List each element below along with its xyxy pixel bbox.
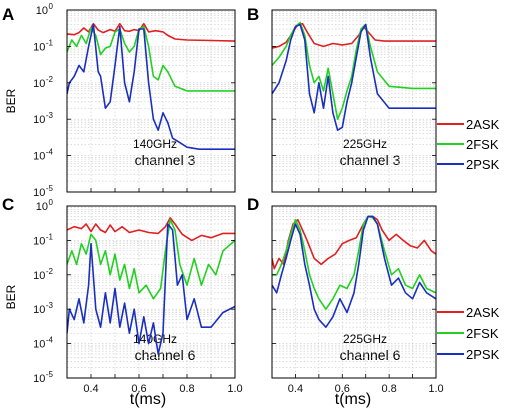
series-line-2ask bbox=[67, 22, 235, 42]
legend-label-2fsk: 2FSK bbox=[466, 326, 499, 341]
y-tick-label: 10-2 bbox=[33, 75, 53, 90]
y-axis-title-bottom: BER bbox=[4, 284, 18, 309]
y-tick-label: 100 bbox=[36, 198, 54, 213]
panel-a: 10-5 10-4 10-3 10-2 10-1 100 bbox=[33, 2, 236, 199]
plot-frame bbox=[66, 205, 236, 379]
y-tick-label: 10-5 bbox=[33, 184, 53, 199]
x-tick-label: 0.4 bbox=[83, 383, 98, 395]
x-tick-label: 0.6 bbox=[131, 383, 146, 395]
annotation-freq-c: 140GHz bbox=[133, 332, 177, 346]
panel-d: 0.4 0.6 0.8 1.0 bbox=[271, 205, 444, 395]
series-group bbox=[67, 217, 235, 355]
panel-b bbox=[271, 9, 437, 193]
legend-label-2psk: 2PSK bbox=[466, 157, 500, 172]
legend-label-2psk: 2PSK bbox=[466, 347, 500, 362]
y-tick-label: 100 bbox=[36, 2, 54, 17]
annotation-channel-a: channel 3 bbox=[135, 152, 196, 168]
y-tick-label: 10-1 bbox=[33, 38, 53, 53]
series-line-2fsk bbox=[272, 215, 436, 311]
series-line-2psk bbox=[67, 223, 235, 355]
annotation-channel-c: channel 6 bbox=[135, 347, 196, 363]
annotation-freq-b: 225GHz bbox=[343, 137, 387, 151]
plot-frame bbox=[271, 205, 437, 379]
x-axis-title-right: t(ms) bbox=[335, 391, 371, 408]
series-line-2fsk bbox=[67, 25, 235, 92]
y-tick-label: 10-4 bbox=[33, 336, 53, 351]
panel-letter-d: D bbox=[247, 195, 259, 214]
legend-bottom: 2ASK 2FSK 2PSK bbox=[437, 305, 500, 362]
legend-top: 2ASK 2FSK 2PSK bbox=[437, 117, 500, 172]
annotation-freq-a: 140GHz bbox=[133, 137, 177, 151]
panel-letter-a: A bbox=[2, 5, 14, 24]
x-tick-label: 0.8 bbox=[381, 383, 396, 395]
x-tick-label: 0.6 bbox=[335, 383, 350, 395]
legend-label-2ask: 2ASK bbox=[466, 117, 500, 132]
series-line-2psk bbox=[272, 215, 436, 329]
series-line-2fsk bbox=[67, 218, 235, 300]
panel-letter-b: B bbox=[247, 5, 259, 24]
x-tick-label: 1.0 bbox=[428, 383, 443, 395]
plot-frame bbox=[271, 9, 437, 193]
x-tick-label: 0.8 bbox=[179, 383, 194, 395]
series-group bbox=[272, 215, 436, 329]
annotation-channel-b: channel 3 bbox=[340, 152, 401, 168]
plot-frame bbox=[66, 9, 236, 193]
series-line-2ask bbox=[67, 217, 235, 242]
y-axis-title-top: BER bbox=[4, 88, 18, 113]
y-tick-label: 10-4 bbox=[33, 148, 53, 163]
panel-letter-c: C bbox=[2, 195, 14, 214]
legend-label-2fsk: 2FSK bbox=[466, 137, 499, 152]
x-axis-title-left: t(ms) bbox=[130, 391, 166, 408]
series-line-2ask bbox=[272, 22, 436, 49]
legend-label-2ask: 2ASK bbox=[466, 305, 500, 320]
series-line-2psk bbox=[67, 23, 235, 150]
panel-c: 10-5 10-4 10-3 10-2 10-1 100 0.4 0.6 0.8 1.0 bbox=[33, 198, 243, 395]
series-group bbox=[67, 22, 235, 150]
y-tick-label: 10-1 bbox=[33, 232, 53, 247]
annotation-freq-d: 225GHz bbox=[343, 332, 387, 346]
series-group bbox=[272, 21, 436, 131]
x-tick-label: 1.0 bbox=[227, 383, 242, 395]
x-tick-label: 0.4 bbox=[288, 383, 303, 395]
y-tick-label: 10-3 bbox=[33, 301, 53, 316]
y-tick-label: 10-3 bbox=[33, 111, 53, 126]
series-line-2psk bbox=[272, 23, 436, 131]
y-tick-label: 10-5 bbox=[33, 370, 53, 385]
y-tick-label: 10-2 bbox=[33, 267, 53, 282]
annotation-channel-d: channel 6 bbox=[340, 347, 401, 363]
